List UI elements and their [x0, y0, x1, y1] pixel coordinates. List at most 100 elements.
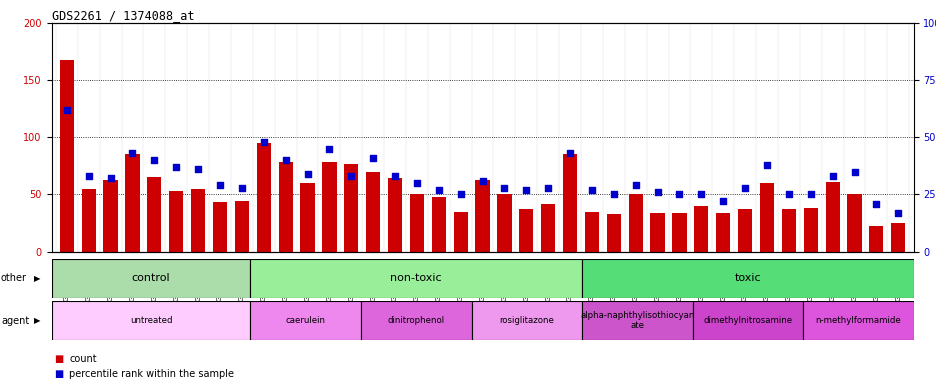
Bar — [51, 301, 250, 340]
Bar — [607, 214, 621, 252]
Bar — [781, 209, 795, 252]
Bar — [360, 301, 471, 340]
Text: non-toxic: non-toxic — [390, 273, 442, 283]
Bar — [869, 227, 883, 252]
Point — [256, 139, 271, 145]
Point — [409, 180, 424, 186]
Bar — [692, 301, 802, 340]
Point — [737, 184, 752, 190]
Text: dimethylnitrosamine: dimethylnitrosamine — [703, 316, 792, 325]
Text: count: count — [69, 354, 96, 364]
Bar — [890, 223, 904, 252]
Point — [453, 191, 468, 197]
Text: other: other — [1, 273, 27, 283]
Bar — [409, 194, 424, 252]
Bar — [650, 213, 664, 252]
Bar — [250, 301, 360, 340]
Point — [562, 150, 577, 156]
Point — [365, 155, 380, 161]
Bar — [278, 162, 292, 252]
Bar — [388, 179, 402, 252]
Text: toxic: toxic — [734, 273, 760, 283]
Bar — [581, 259, 913, 298]
Text: alpha-naphthylisothiocyan
ate: alpha-naphthylisothiocyan ate — [579, 311, 694, 330]
Text: untreated: untreated — [129, 316, 172, 325]
Bar — [256, 143, 271, 252]
Point — [759, 162, 774, 168]
Bar — [300, 183, 314, 252]
Bar — [212, 202, 227, 252]
Bar — [540, 204, 555, 252]
Bar — [475, 180, 490, 252]
Point — [519, 187, 534, 193]
Bar — [103, 180, 118, 252]
Point — [825, 173, 840, 179]
Point — [650, 189, 665, 195]
Bar — [431, 197, 446, 252]
Bar — [803, 208, 817, 252]
Bar — [825, 182, 839, 252]
Point — [103, 175, 118, 182]
Bar — [81, 189, 95, 252]
Point — [81, 173, 96, 179]
Bar — [846, 194, 861, 252]
Point — [584, 187, 599, 193]
Bar — [191, 189, 205, 252]
Bar — [672, 213, 686, 252]
Bar — [147, 177, 161, 252]
Text: ▶: ▶ — [34, 316, 40, 325]
Text: control: control — [132, 273, 170, 283]
Point — [496, 184, 511, 190]
Bar — [453, 212, 467, 252]
Text: ■: ■ — [54, 354, 64, 364]
Point — [606, 191, 621, 197]
Point — [890, 210, 905, 216]
Text: rosiglitazone: rosiglitazone — [499, 316, 553, 325]
Text: n-methylformamide: n-methylformamide — [814, 316, 900, 325]
Point — [671, 191, 686, 197]
Text: GDS2261 / 1374088_at: GDS2261 / 1374088_at — [51, 9, 194, 22]
Bar — [584, 212, 598, 252]
Point — [147, 157, 162, 163]
Bar — [471, 301, 581, 340]
Bar — [250, 259, 581, 298]
Point — [781, 191, 796, 197]
Bar — [344, 164, 358, 252]
Bar — [581, 301, 692, 340]
Bar — [322, 162, 336, 252]
Text: percentile rank within the sample: percentile rank within the sample — [69, 369, 234, 379]
Point — [475, 178, 490, 184]
Bar — [60, 60, 74, 252]
Bar — [738, 209, 752, 252]
Point — [124, 150, 139, 156]
Point — [190, 166, 205, 172]
Bar — [759, 183, 773, 252]
Point — [278, 157, 293, 163]
Bar — [694, 206, 708, 252]
Bar — [519, 209, 533, 252]
Bar — [563, 154, 577, 252]
Point — [627, 182, 642, 188]
Point — [212, 182, 227, 188]
Text: ▶: ▶ — [34, 274, 40, 283]
Point — [300, 171, 314, 177]
Point — [388, 173, 402, 179]
Text: agent: agent — [1, 316, 29, 326]
Point — [234, 184, 249, 190]
Bar — [715, 213, 729, 252]
Point — [168, 164, 183, 170]
Point — [846, 169, 861, 175]
Bar — [802, 301, 913, 340]
Point — [344, 173, 358, 179]
Point — [322, 146, 337, 152]
Point — [802, 191, 817, 197]
Bar — [497, 194, 511, 252]
Point — [431, 187, 446, 193]
Point — [868, 200, 883, 207]
Point — [715, 198, 730, 204]
Bar — [628, 194, 642, 252]
Text: ■: ■ — [54, 369, 64, 379]
Bar — [235, 201, 249, 252]
Point — [694, 191, 709, 197]
Bar — [366, 172, 380, 252]
